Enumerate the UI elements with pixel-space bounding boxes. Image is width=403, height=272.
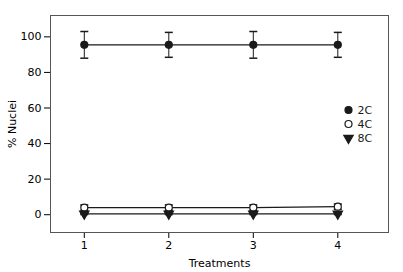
svg-text:100: 100 <box>21 30 42 43</box>
svg-text:% Nuclei: % Nuclei <box>6 100 19 148</box>
svg-text:60: 60 <box>28 102 42 115</box>
svg-text:4: 4 <box>334 239 341 252</box>
svg-text:Treatments: Treatments <box>188 257 251 270</box>
svg-text:0: 0 <box>35 208 42 221</box>
svg-text:8C: 8C <box>358 132 373 145</box>
svg-text:2C: 2C <box>358 104 373 117</box>
svg-text:80: 80 <box>28 66 42 79</box>
svg-text:2: 2 <box>165 239 172 252</box>
svg-text:4C: 4C <box>358 118 373 131</box>
svg-text:3: 3 <box>250 239 257 252</box>
svg-text:1: 1 <box>81 239 88 252</box>
svg-text:40: 40 <box>28 137 42 150</box>
svg-text:20: 20 <box>28 173 42 186</box>
